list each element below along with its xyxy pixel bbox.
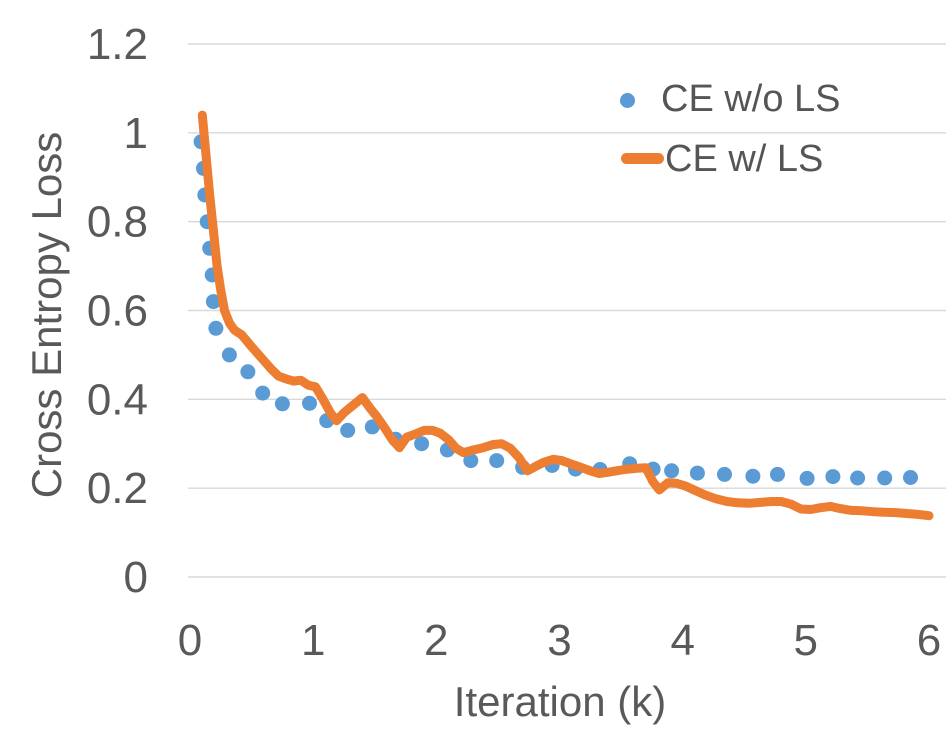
y-tick-label: 0: [124, 553, 148, 602]
y-tick-label: 0.2: [87, 464, 148, 513]
scatter-point: [463, 453, 479, 469]
scatter-point: [255, 385, 271, 401]
x-tick-label: 0: [178, 616, 202, 665]
x-axis-title: Iteration (k): [453, 678, 667, 725]
scatter-point: [850, 470, 866, 486]
scatter-point: [745, 468, 761, 484]
y-tick-label: 1.2: [87, 20, 148, 69]
x-tick-label: 6: [917, 616, 941, 665]
scatter-point: [664, 463, 680, 479]
x-tick-label: 4: [670, 616, 694, 665]
scatter-point: [770, 466, 785, 482]
series-line: [197, 110, 934, 521]
scatter-point: [489, 453, 505, 469]
scatter-point: [877, 470, 893, 486]
y-axis-title: Cross Entropy Loss: [23, 131, 70, 499]
x-tick-label: 3: [547, 616, 571, 665]
scatter-point: [340, 422, 356, 438]
scatter-point: [274, 396, 290, 412]
scatter-point: [689, 465, 705, 481]
scatter-point: [799, 470, 815, 486]
scatter-point: [414, 436, 430, 452]
x-tick-label: 1: [301, 616, 325, 665]
x-tick-label: 2: [424, 616, 448, 665]
y-tick-label: 0.8: [87, 198, 148, 247]
y-tick-label: 1: [124, 109, 148, 158]
scatter-point: [302, 395, 317, 411]
scatter-point: [240, 364, 256, 380]
scatter-point: [208, 320, 224, 336]
scatter-point: [903, 470, 918, 485]
scatter-point: [825, 469, 841, 485]
x-tick-label: 5: [794, 616, 818, 665]
y-tick-label: 0.4: [87, 375, 148, 424]
scatter-point: [205, 294, 221, 310]
y-tick-label: 0.6: [87, 287, 148, 336]
scatter-point: [717, 466, 732, 482]
scatter-point: [221, 347, 237, 363]
